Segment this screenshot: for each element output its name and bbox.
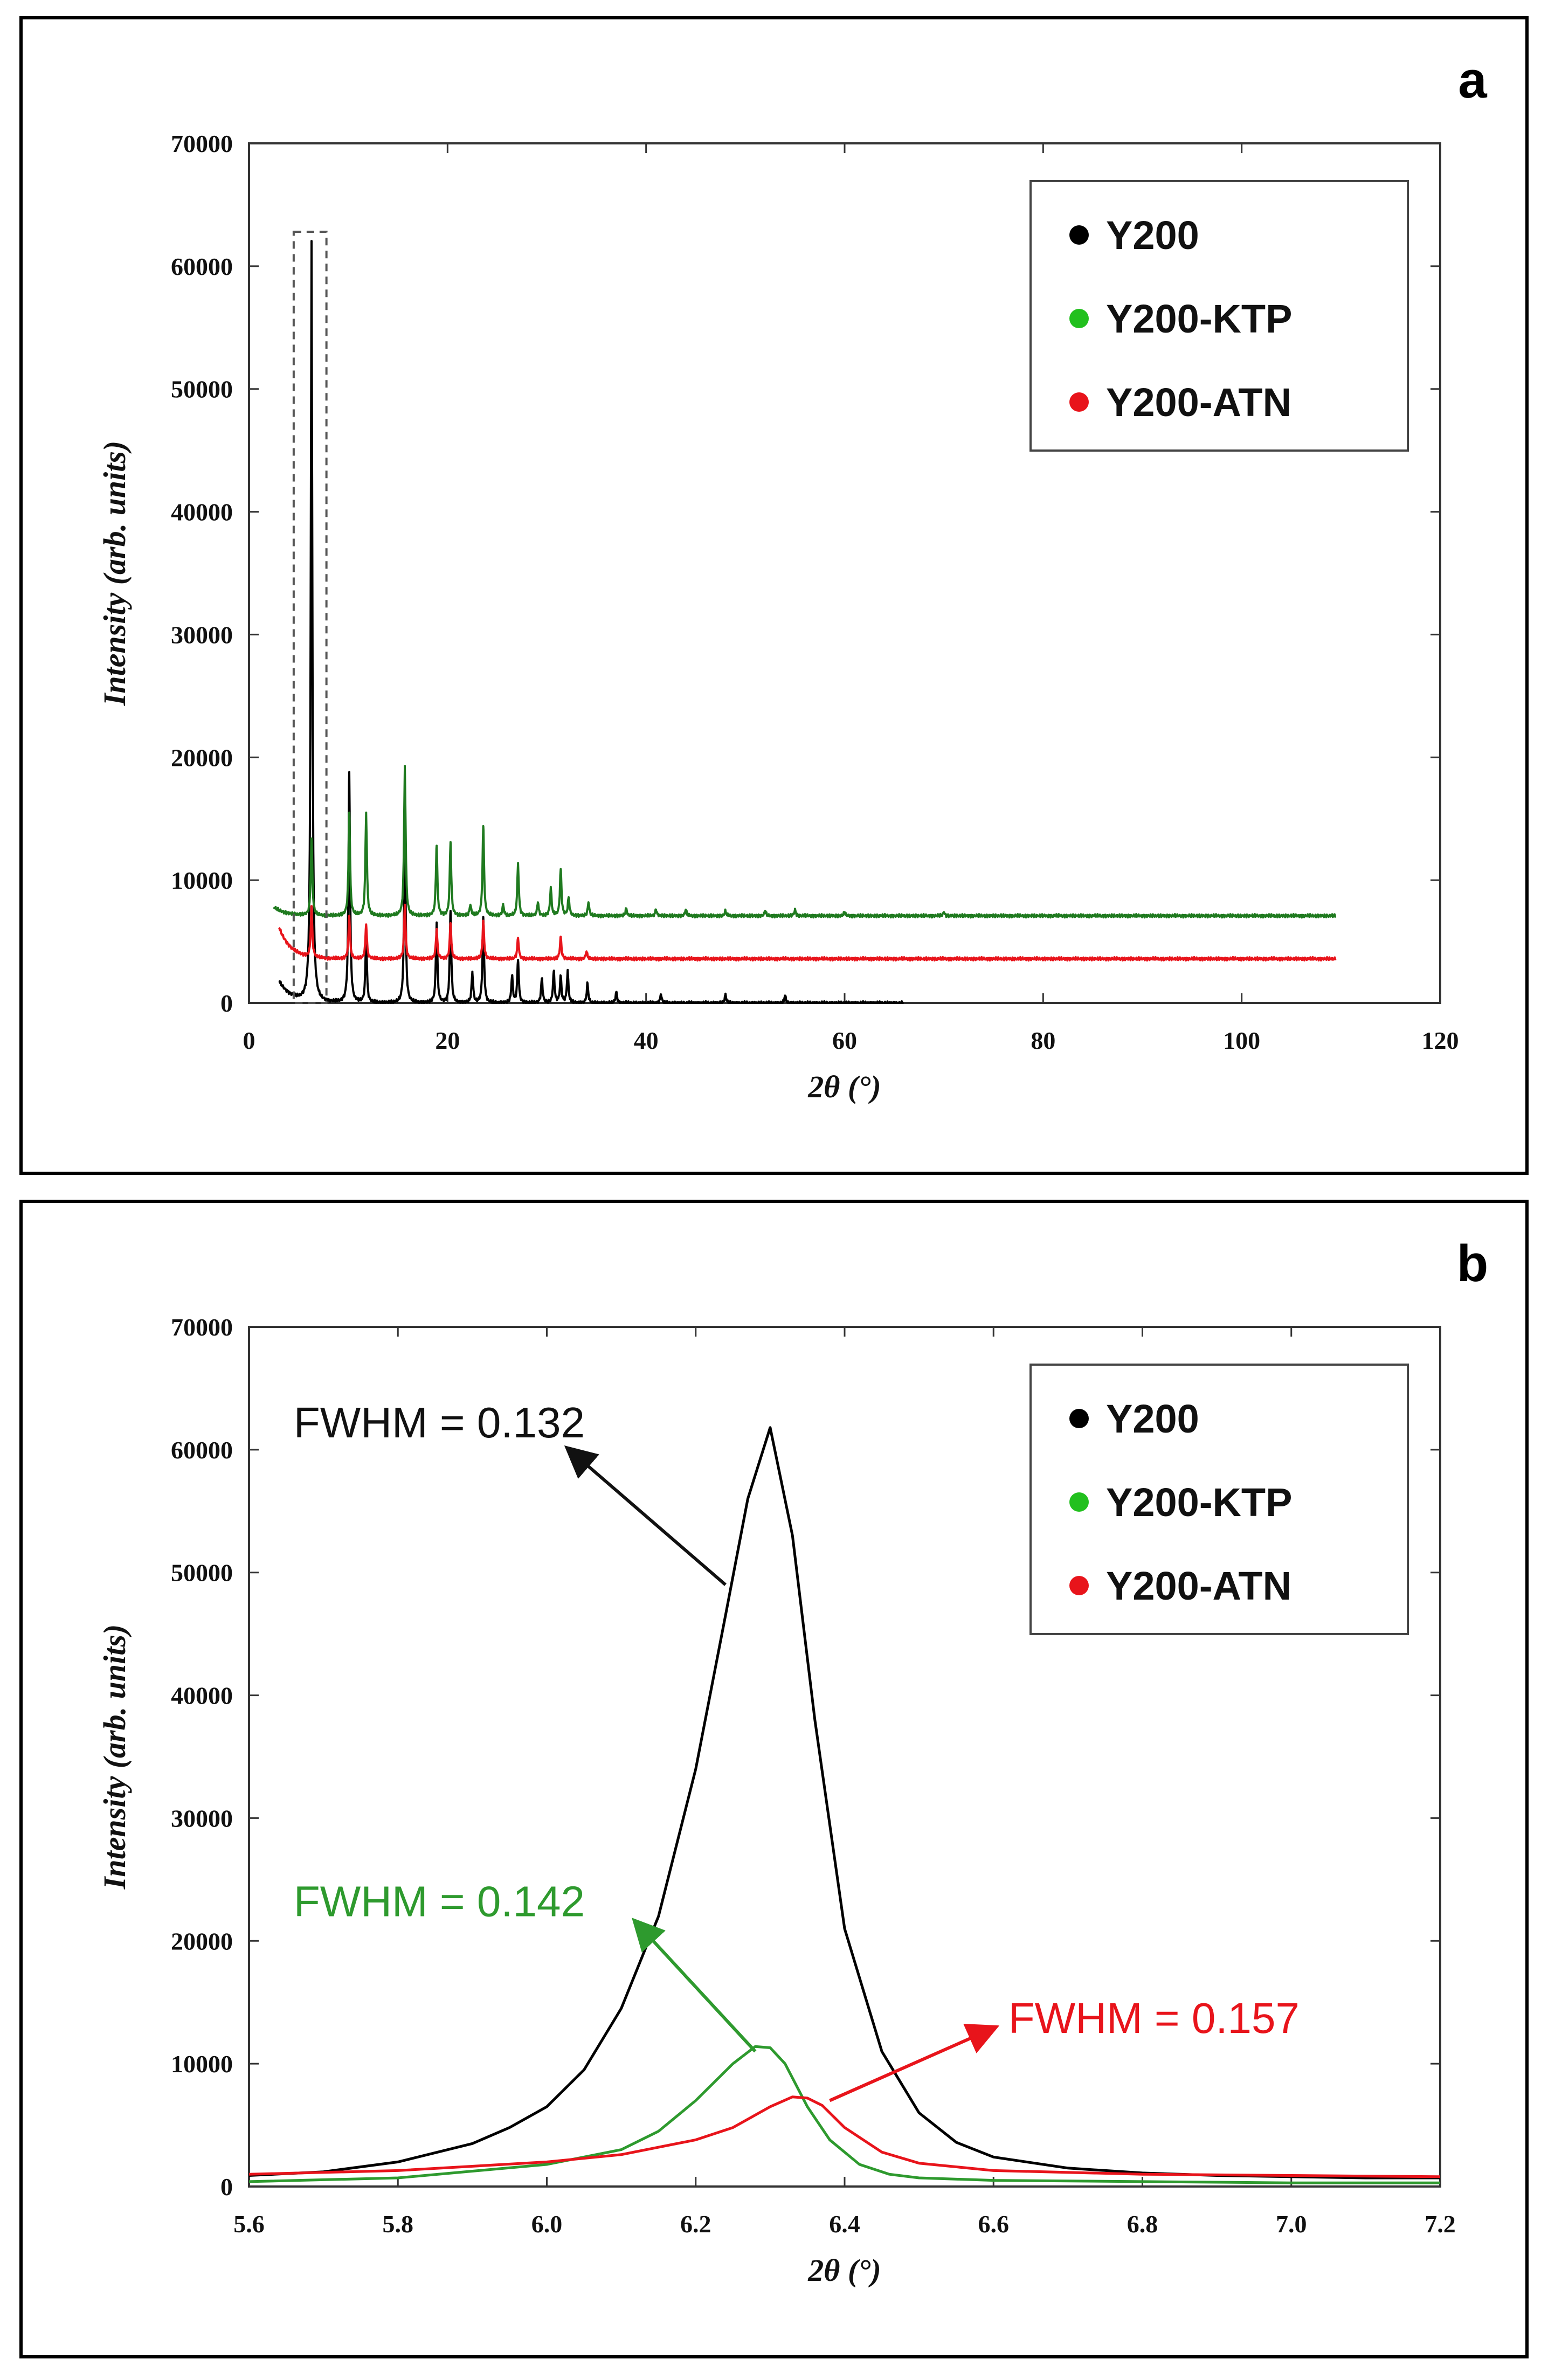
legend-box	[1029, 1364, 1409, 1635]
x-axis-title: 2θ (°)	[807, 2253, 881, 2288]
highlight-box	[292, 231, 328, 1004]
legend: Y200 Y200-KTP Y200-ATN	[1029, 1364, 1409, 1635]
legend-label: Y200	[1106, 213, 1199, 258]
x-tick-label: 5.8	[383, 2210, 414, 2238]
panel-b: b 0 10000 20000 30000 40000 50000 60000 70000 5.6…	[19, 1200, 1529, 2358]
legend-marker	[1069, 225, 1089, 245]
x-tick-label: 7.0	[1276, 2210, 1307, 2238]
x-tick-label: 80	[1031, 1027, 1055, 1054]
fwhm-annotation: FWHM = 0.142	[294, 1878, 585, 1926]
legend-marker	[1069, 1492, 1089, 1512]
fwhm-arrow	[632, 1918, 757, 2053]
legend-label: Y200-KTP	[1106, 296, 1292, 341]
y-axis-title: Intensity (arb. units)	[97, 441, 132, 707]
legend: Y200 Y200-KTP Y200-ATN	[1029, 180, 1409, 452]
y-tick-label: 30000	[171, 621, 233, 648]
x-tick-label: 5.6	[233, 2210, 265, 2238]
y-tick-label: 50000	[171, 1559, 233, 1587]
legend-label: Y200-KTP	[1106, 1480, 1292, 1525]
legend-box	[1029, 180, 1409, 452]
series-line-y200-atn	[278, 903, 1337, 962]
x-tick-label: 20	[435, 1027, 460, 1054]
series-line-y200-atn	[248, 2095, 1441, 2178]
x-tick-label: 6.4	[829, 2210, 860, 2238]
x-tick-label: 6.6	[978, 2210, 1010, 2238]
y-tick-label: 40000	[171, 499, 233, 526]
y-tick-label: 0	[220, 2173, 233, 2201]
series-line-y200	[248, 1426, 1440, 2180]
series-line-y200-ktp	[273, 765, 1337, 919]
y-tick-label: 70000	[171, 130, 233, 157]
x-tick-label: 6.2	[680, 2210, 711, 2238]
y-tick-label: 40000	[171, 1682, 233, 1710]
panel-letter: b	[1457, 1235, 1489, 1292]
panel-a: a 0 10000 20000 30000 40000 50000 60000 70000 0 20…	[19, 16, 1529, 1175]
fwhm-annotation: FWHM = 0.132	[294, 1399, 585, 1447]
series-line-y200	[278, 240, 904, 1004]
legend-label: Y200	[1106, 1396, 1199, 1441]
x-tick-label: 6.8	[1127, 2210, 1158, 2238]
y-tick-label: 30000	[171, 1804, 233, 1832]
x-tick-label: 120	[1422, 1027, 1459, 1054]
x-tick-label: 0	[243, 1027, 255, 1054]
xrd-full-range-chart: a 0 10000 20000 30000 40000 50000 60000 70000 0 20…	[97, 51, 1487, 1104]
x-tick-label: 60	[832, 1027, 857, 1054]
legend-label: Y200-ATN	[1106, 380, 1291, 425]
x-axis-title: 2θ (°)	[807, 1069, 881, 1104]
legend-marker	[1069, 1576, 1089, 1595]
y-tick-label: 0	[220, 990, 233, 1017]
y-axis-title: Intensity (arb. units)	[97, 1624, 132, 1890]
xrd-zoom-peak-chart: b 0 10000 20000 30000 40000 50000 60000 70000 5.6…	[97, 1235, 1489, 2288]
x-tick-label: 40	[634, 1027, 659, 1054]
x-tick-label: 7.2	[1425, 2210, 1456, 2238]
y-tick-label: 70000	[171, 1313, 233, 1341]
fwhm-arrow	[829, 2024, 1000, 2102]
y-tick-label: 20000	[171, 744, 233, 771]
legend-marker	[1069, 1409, 1089, 1428]
x-tick-label: 100	[1223, 1027, 1260, 1054]
y-tick-label: 10000	[171, 2050, 233, 2078]
y-tick-label: 60000	[171, 1436, 233, 1464]
fwhm-annotation: FWHM = 0.157	[1008, 1994, 1300, 2042]
y-tick-label: 20000	[171, 1927, 233, 1955]
y-tick-label: 60000	[171, 253, 233, 280]
panel-letter: a	[1458, 51, 1487, 109]
x-tick-label: 6.0	[531, 2210, 563, 2238]
legend-label: Y200-ATN	[1106, 1563, 1291, 1608]
y-tick-label: 50000	[171, 376, 233, 403]
y-tick-label: 10000	[171, 867, 233, 894]
series-line-y200-ktp	[248, 2045, 1440, 2184]
fwhm-arrow	[564, 1445, 727, 1586]
legend-marker	[1069, 309, 1089, 328]
legend-marker	[1069, 392, 1089, 412]
